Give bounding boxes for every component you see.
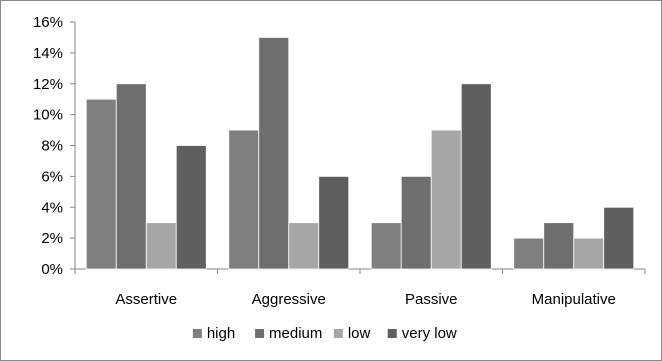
x-category-label: Assertive: [115, 291, 177, 308]
bar-low-aggressive: [288, 222, 320, 270]
bars: [85, 37, 635, 270]
bar-very-low-passive: [460, 83, 492, 270]
x-category-label: Aggressive: [252, 291, 326, 308]
x-category-label: Manipulative: [532, 291, 616, 308]
bar-high-manipulative: [513, 237, 545, 270]
legend-label: low: [348, 325, 371, 342]
bar-medium-assertive: [115, 83, 147, 270]
x-axis: Assertive Aggressive Passive Manipulative: [74, 268, 646, 308]
y-tick-label: 16%: [33, 14, 63, 31]
bar-high-aggressive: [228, 129, 260, 270]
bar-medium-passive: [400, 175, 432, 270]
legend-label: high: [207, 325, 235, 342]
y-tick-label: 4%: [41, 199, 63, 216]
bar-very-low-assertive: [175, 145, 207, 270]
bar-high-passive: [370, 222, 402, 270]
y-tick-label: 2%: [41, 230, 63, 247]
legend: high medium low very low: [192, 325, 457, 342]
x-category-label: Passive: [405, 291, 458, 308]
y-tick-label: 8%: [41, 138, 63, 155]
legend-swatch: [255, 329, 265, 338]
bar-low-passive: [430, 129, 462, 270]
legend-label: medium: [269, 325, 322, 342]
legend-swatch: [192, 329, 202, 338]
legend-label: very low: [402, 325, 457, 342]
legend-swatch: [387, 329, 397, 338]
y-tick-label: 12%: [33, 76, 63, 93]
y-tick-label: 0%: [41, 261, 63, 278]
y-axis: 0% 2% 4% 6% 8% 10% 12% 14% 16%: [33, 14, 76, 278]
bar-very-low-manipulative: [603, 206, 635, 270]
bar-very-low-aggressive: [318, 175, 350, 270]
legend-swatch: [333, 329, 343, 338]
bar-low-manipulative: [573, 237, 605, 270]
y-tick-label: 14%: [33, 45, 63, 62]
y-tick-label: 6%: [41, 168, 63, 185]
bar-medium-manipulative: [543, 222, 575, 270]
bar-medium-aggressive: [258, 37, 290, 270]
bar-low-assertive: [145, 222, 177, 270]
y-tick-label: 10%: [33, 107, 63, 124]
bar-high-assertive: [85, 98, 117, 270]
